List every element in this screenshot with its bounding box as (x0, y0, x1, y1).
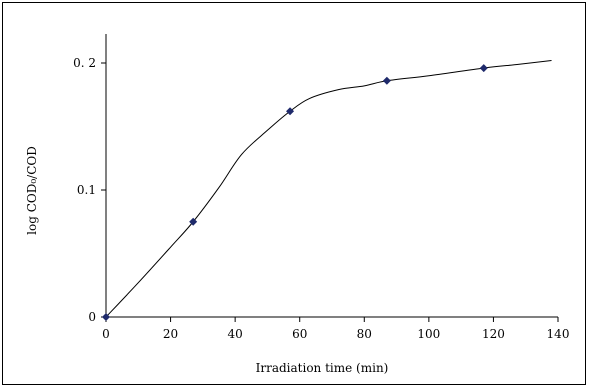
data-point (286, 107, 295, 116)
y-tick-label: 0.1 (77, 183, 96, 197)
series-line (105, 59, 552, 318)
axes (105, 34, 558, 318)
data-point (382, 76, 391, 85)
data-point (479, 64, 488, 73)
data-point (102, 313, 110, 321)
x-ticks: 0 20 40 60 80 100 120 140 (102, 317, 569, 341)
x-tick-label: 0 (102, 327, 110, 341)
y-tick-label: 0. 2 (73, 56, 96, 70)
x-tick-label: 40 (228, 327, 243, 341)
data-markers (102, 64, 488, 321)
x-tick-label: 20 (163, 327, 178, 341)
x-axis-label: Irradiation time (min) (256, 361, 389, 375)
x-tick-label: 100 (417, 327, 440, 341)
y-axis-label: log COD₀/COD (25, 146, 39, 235)
chart-frame (2, 2, 586, 385)
y-ticks: 0 0.1 0. 2 (73, 56, 106, 324)
y-tick-label: 0 (88, 310, 96, 324)
x-tick-label: 140 (547, 327, 570, 341)
x-tick-label: 120 (482, 327, 505, 341)
x-tick-label: 60 (292, 327, 307, 341)
data-point (189, 217, 198, 226)
x-tick-label: 80 (357, 327, 372, 341)
